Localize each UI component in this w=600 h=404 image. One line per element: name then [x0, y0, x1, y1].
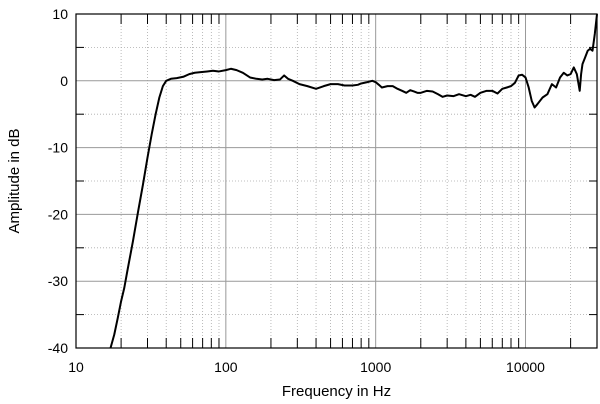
y-tick-labels: 10 0 -10 -20 -30 -40 — [48, 6, 68, 356]
y-tick-label: -30 — [48, 273, 68, 289]
response-curve-line — [109, 13, 598, 349]
x-tick-label: 100 — [214, 359, 238, 375]
x-axis-title: Frequency in Hz — [282, 383, 391, 400]
grid — [76, 14, 598, 348]
tick-marks — [76, 14, 598, 348]
x-tick-labels: 10 100 1000 10000 — [68, 359, 545, 375]
x-tick-label: 10000 — [506, 359, 545, 375]
y-tick-label: -10 — [48, 140, 68, 156]
plot-frame — [75, 13, 598, 349]
y-tick-label: 10 — [52, 6, 68, 22]
y-tick-label: -40 — [48, 340, 68, 356]
x-tick-label: 10 — [68, 359, 84, 375]
y-axis-title: Amplitude in dB — [6, 128, 23, 233]
x-tick-label: 1000 — [360, 359, 391, 375]
y-tick-label: -20 — [48, 206, 68, 222]
y-tick-label: 0 — [60, 73, 68, 89]
